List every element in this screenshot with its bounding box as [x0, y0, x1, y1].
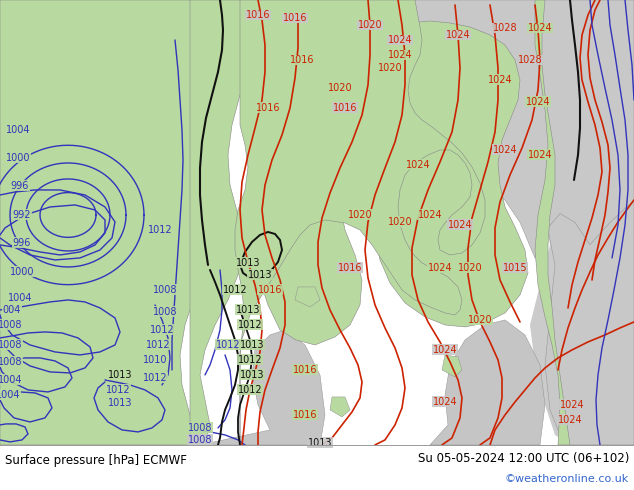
Polygon shape [295, 287, 320, 307]
Polygon shape [520, 0, 634, 445]
Text: 1028: 1028 [518, 55, 542, 65]
Text: 1020: 1020 [378, 63, 403, 73]
Text: 1004: 1004 [0, 390, 20, 400]
Text: 1012: 1012 [223, 285, 247, 295]
Text: 1012: 1012 [146, 340, 171, 350]
Text: 996: 996 [11, 181, 29, 191]
Text: 1012: 1012 [216, 340, 240, 350]
Text: 1020: 1020 [468, 315, 493, 325]
Text: 1013: 1013 [108, 370, 133, 380]
Text: 1012: 1012 [238, 385, 262, 395]
Text: 1024: 1024 [448, 220, 472, 230]
Polygon shape [252, 0, 370, 345]
Text: 1008: 1008 [0, 320, 22, 330]
Text: 1024: 1024 [432, 345, 457, 355]
Text: 1016: 1016 [258, 285, 282, 295]
Text: 1016: 1016 [290, 55, 314, 65]
Text: 1000: 1000 [6, 153, 30, 163]
Text: 1013: 1013 [108, 398, 133, 408]
Text: ©weatheronline.co.uk: ©weatheronline.co.uk [505, 474, 629, 484]
Text: 992: 992 [13, 210, 31, 220]
Text: 1012: 1012 [143, 373, 167, 383]
Text: 1013: 1013 [240, 340, 264, 350]
Text: 1024: 1024 [418, 210, 443, 220]
Polygon shape [310, 0, 634, 258]
Text: 1013: 1013 [236, 258, 260, 268]
Text: 1020: 1020 [328, 83, 353, 93]
Text: 1012: 1012 [106, 385, 131, 395]
Text: 1008: 1008 [0, 357, 22, 367]
Text: 1024: 1024 [560, 400, 585, 410]
Text: 1013: 1013 [307, 438, 332, 448]
Text: 1024: 1024 [428, 263, 452, 273]
Text: 1008: 1008 [0, 340, 22, 350]
Text: 1016: 1016 [338, 263, 362, 273]
Text: 1024: 1024 [446, 30, 470, 40]
Text: 1004: 1004 [6, 125, 30, 135]
Text: 1008: 1008 [153, 307, 178, 317]
Text: 1012: 1012 [148, 225, 172, 235]
Text: 1013: 1013 [248, 270, 272, 280]
Text: 004: 004 [3, 305, 21, 315]
Text: 1024: 1024 [527, 150, 552, 160]
Text: 1013: 1013 [240, 370, 264, 380]
Text: 1012: 1012 [150, 325, 174, 335]
Text: 996: 996 [13, 238, 31, 248]
Text: 1020: 1020 [458, 263, 482, 273]
Text: 1020: 1020 [347, 210, 372, 220]
Text: Su 05-05-2024 12:00 UTC (06+102): Su 05-05-2024 12:00 UTC (06+102) [418, 452, 629, 465]
Text: 1024: 1024 [432, 397, 457, 407]
Text: 1024: 1024 [558, 415, 582, 425]
Polygon shape [330, 397, 350, 417]
Text: 1024: 1024 [488, 75, 512, 85]
Text: 1024: 1024 [527, 23, 552, 33]
Polygon shape [200, 330, 325, 445]
Polygon shape [442, 355, 462, 377]
Text: 1008: 1008 [188, 423, 212, 433]
Text: 1016: 1016 [333, 103, 357, 113]
Text: 1024: 1024 [387, 35, 412, 45]
Text: 1013: 1013 [236, 305, 260, 315]
Polygon shape [365, 0, 528, 327]
Text: 1024: 1024 [387, 50, 412, 60]
Polygon shape [430, 320, 545, 445]
Text: 1016: 1016 [256, 103, 280, 113]
Text: 1024: 1024 [526, 97, 550, 107]
Text: 1015: 1015 [503, 263, 527, 273]
Polygon shape [190, 0, 275, 445]
Text: 1020: 1020 [387, 217, 412, 227]
Text: 1024: 1024 [406, 160, 430, 170]
Polygon shape [535, 0, 570, 445]
Text: 1028: 1028 [493, 23, 517, 33]
Text: 1020: 1020 [358, 20, 382, 30]
Text: 1008: 1008 [153, 285, 178, 295]
Text: 1010: 1010 [143, 355, 167, 365]
Text: 1016: 1016 [246, 10, 270, 20]
Polygon shape [530, 0, 634, 445]
Text: 1004: 1004 [0, 375, 22, 385]
Text: 1012: 1012 [238, 320, 262, 330]
Text: 1008: 1008 [188, 435, 212, 445]
Polygon shape [235, 0, 485, 445]
Text: 1016: 1016 [293, 410, 317, 420]
Text: 1016: 1016 [283, 13, 307, 23]
Polygon shape [0, 0, 215, 445]
Text: 1000: 1000 [10, 267, 34, 277]
Text: 1024: 1024 [493, 145, 517, 155]
Text: Surface pressure [hPa] ECMWF: Surface pressure [hPa] ECMWF [5, 454, 187, 467]
Text: 1012: 1012 [238, 355, 262, 365]
Text: 1016: 1016 [293, 365, 317, 375]
Text: 1004: 1004 [8, 293, 32, 303]
